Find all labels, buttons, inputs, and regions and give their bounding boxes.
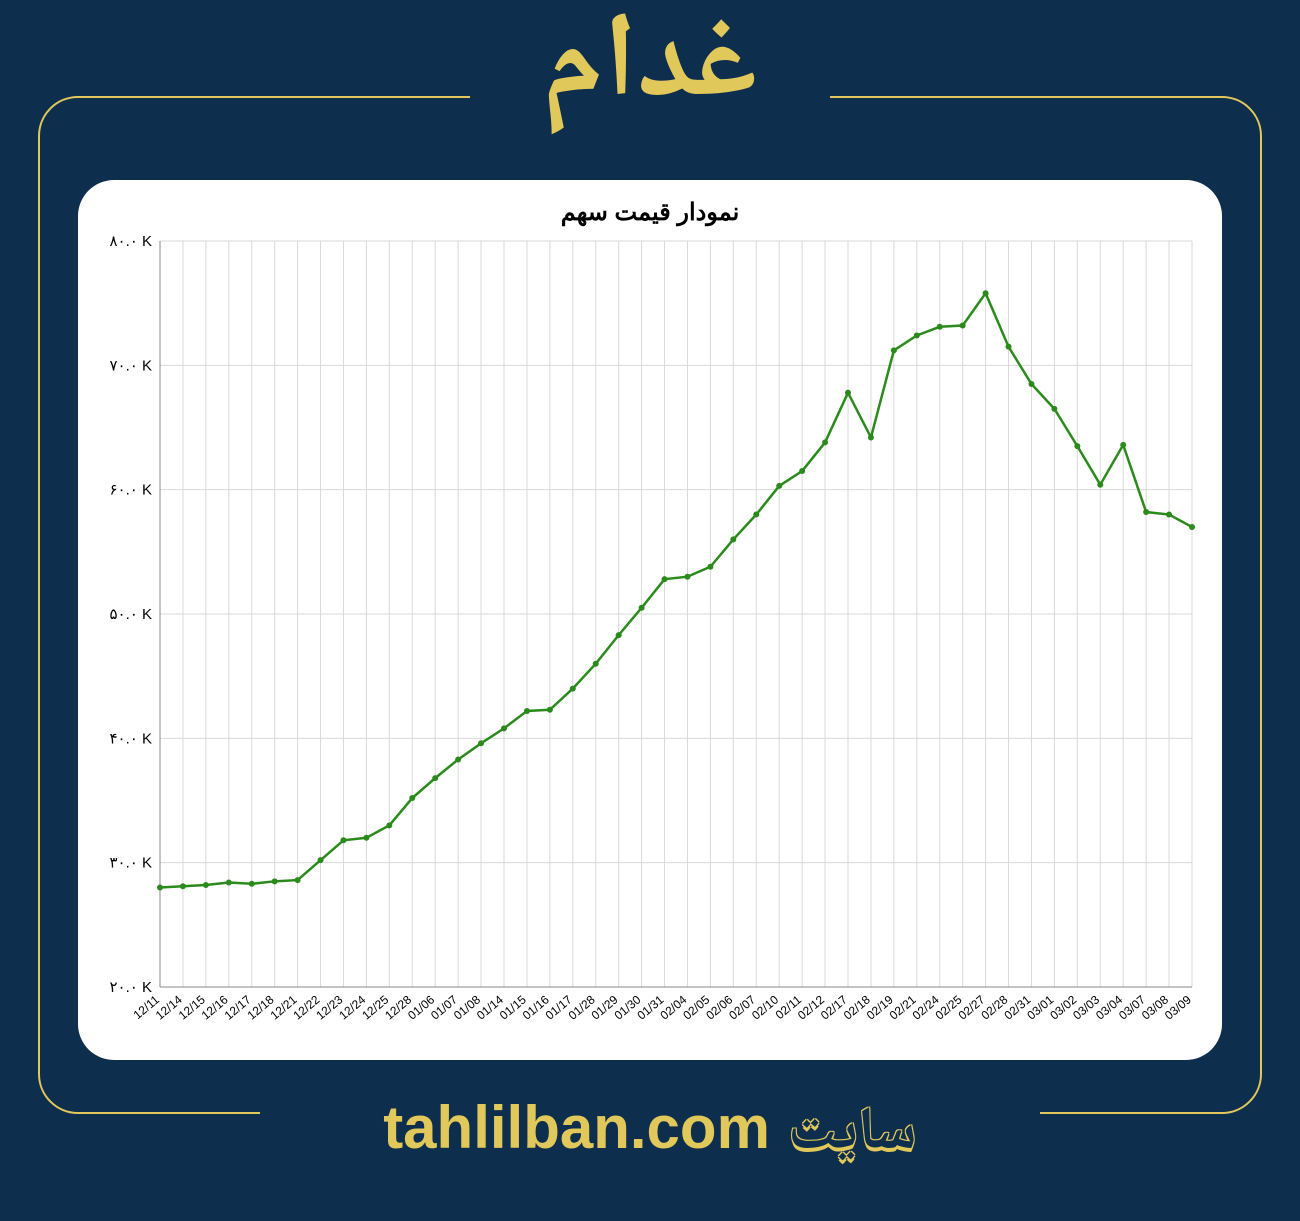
footer-domain: tahlilban.com	[383, 1093, 770, 1162]
svg-text:۶۰.۰ K: ۶۰.۰ K	[109, 482, 152, 499]
chart-plot-area: ۲۰.۰ K ۳۰.۰ K ۴۰.۰ K ۵۰.۰ K ۶۰.۰ K ۷۰.۰ K ۸۰.۰…	[98, 231, 1202, 1051]
chart-title: نمودار قیمت سهم	[98, 198, 1202, 227]
svg-text:۸۰.۰ K: ۸۰.۰ K	[109, 233, 152, 250]
svg-text:۲۰.۰ K: ۲۰.۰ K	[109, 979, 152, 996]
footer: سایت tahlilban.com	[359, 1085, 941, 1187]
svg-text:۵۰.۰ K: ۵۰.۰ K	[109, 606, 152, 623]
footer-label: سایت	[788, 1085, 917, 1187]
svg-text:۷۰.۰ K: ۷۰.۰ K	[109, 357, 152, 374]
svg-text:۴۰.۰ K: ۴۰.۰ K	[109, 730, 152, 747]
price-line-chart: ۲۰.۰ K ۳۰.۰ K ۴۰.۰ K ۵۰.۰ K ۶۰.۰ K ۷۰.۰ K ۸۰.۰…	[98, 231, 1202, 1047]
svg-text:03/09: 03/09	[1162, 992, 1194, 1022]
svg-text:۳۰.۰ K: ۳۰.۰ K	[109, 855, 152, 872]
page-title: غدام	[523, 10, 778, 130]
chart-card: نمودار قیمت سهم ۲۰.۰ K ۳۰.۰ K ۴۰.۰ K ۵۰.۰ K…	[78, 180, 1222, 1060]
